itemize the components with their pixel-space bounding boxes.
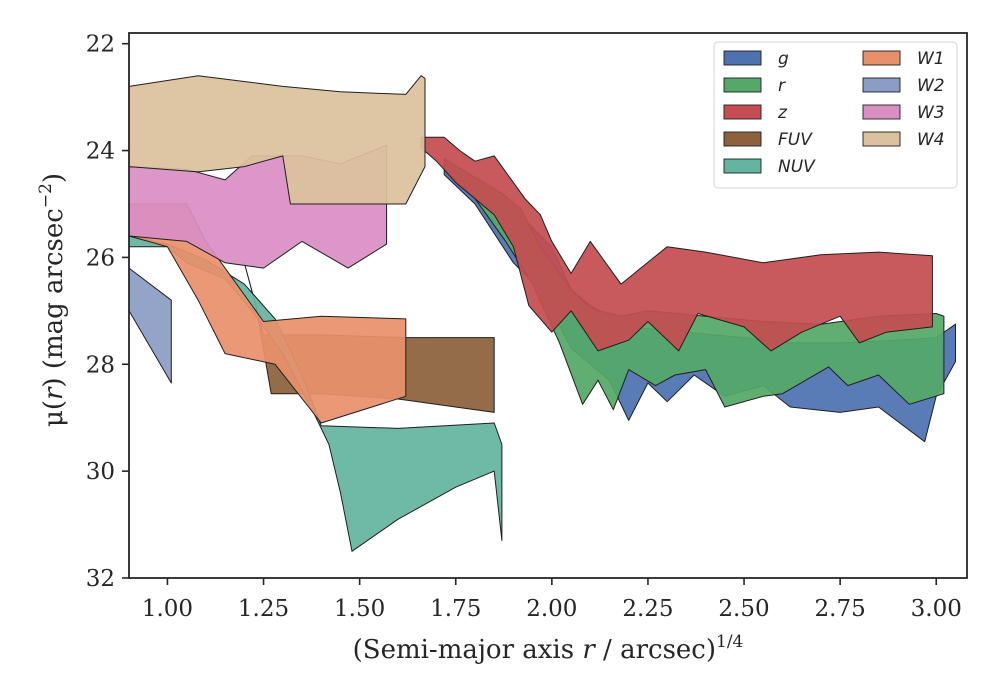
- legend-label-w4: W4: [917, 130, 945, 150]
- legend-swatch-fuv: [723, 131, 762, 147]
- legend-label-w1: W1: [917, 49, 945, 69]
- legend-label-nuv: NUV: [778, 157, 816, 177]
- y-tick-label: 26: [86, 245, 115, 271]
- x-tick-label: 1.00: [142, 596, 193, 622]
- legend-label-r: r: [778, 76, 786, 96]
- legend-swatch-w2: [862, 77, 901, 93]
- x-tick-label: 2.25: [622, 596, 673, 622]
- x-tick-label: 2.00: [526, 596, 577, 622]
- y-tick-label: 24: [86, 139, 115, 165]
- x-axis-label: (Semi-major axis r / arcsec)1/4: [353, 632, 744, 665]
- band-w2: [128, 267, 172, 384]
- y-tick-label: 28: [86, 352, 115, 378]
- series-layer: [128, 75, 956, 552]
- x-tick-label: 1.25: [238, 596, 289, 622]
- legend: grz FUV NUV W1 W2 W3 W4: [713, 41, 958, 189]
- ticks-layer: 1.00 1.25 1.50 1.75 2.00 2.25 2.50 2.75 3.00 22 24…: [86, 32, 962, 622]
- legend-swatch-w3: [862, 104, 901, 120]
- band-w4: [128, 75, 426, 205]
- legend-label-g: g: [778, 49, 789, 69]
- legend-label-w3: W3: [917, 103, 945, 123]
- legend-swatch-g: [723, 50, 762, 66]
- y-tick-label: 22: [86, 32, 115, 58]
- legend-label-z: z: [777, 103, 788, 123]
- legend-swatch-r: [723, 77, 762, 93]
- y-axis-label: μ(r) (mag arcsec−2): [36, 173, 69, 427]
- x-tick-label: 1.75: [430, 596, 481, 622]
- x-tick-label: 2.50: [718, 596, 769, 622]
- band-z: [420, 136, 933, 352]
- x-tick-label: 3.00: [911, 596, 962, 622]
- legend-swatch-z: [723, 104, 762, 120]
- x-tick-label: 1.50: [334, 596, 385, 622]
- x-tick-label: 2.75: [815, 596, 866, 622]
- legend-swatch-w4: [862, 131, 901, 147]
- legend-swatch-nuv: [723, 158, 762, 174]
- legend-label-w2: W2: [917, 76, 945, 96]
- y-tick-label: 32: [86, 566, 115, 592]
- y-tick-label: 30: [86, 459, 115, 485]
- legend-swatch-w1: [862, 50, 901, 66]
- legend-label-fuv: FUV: [778, 130, 813, 150]
- plot-frame: [128, 32, 968, 579]
